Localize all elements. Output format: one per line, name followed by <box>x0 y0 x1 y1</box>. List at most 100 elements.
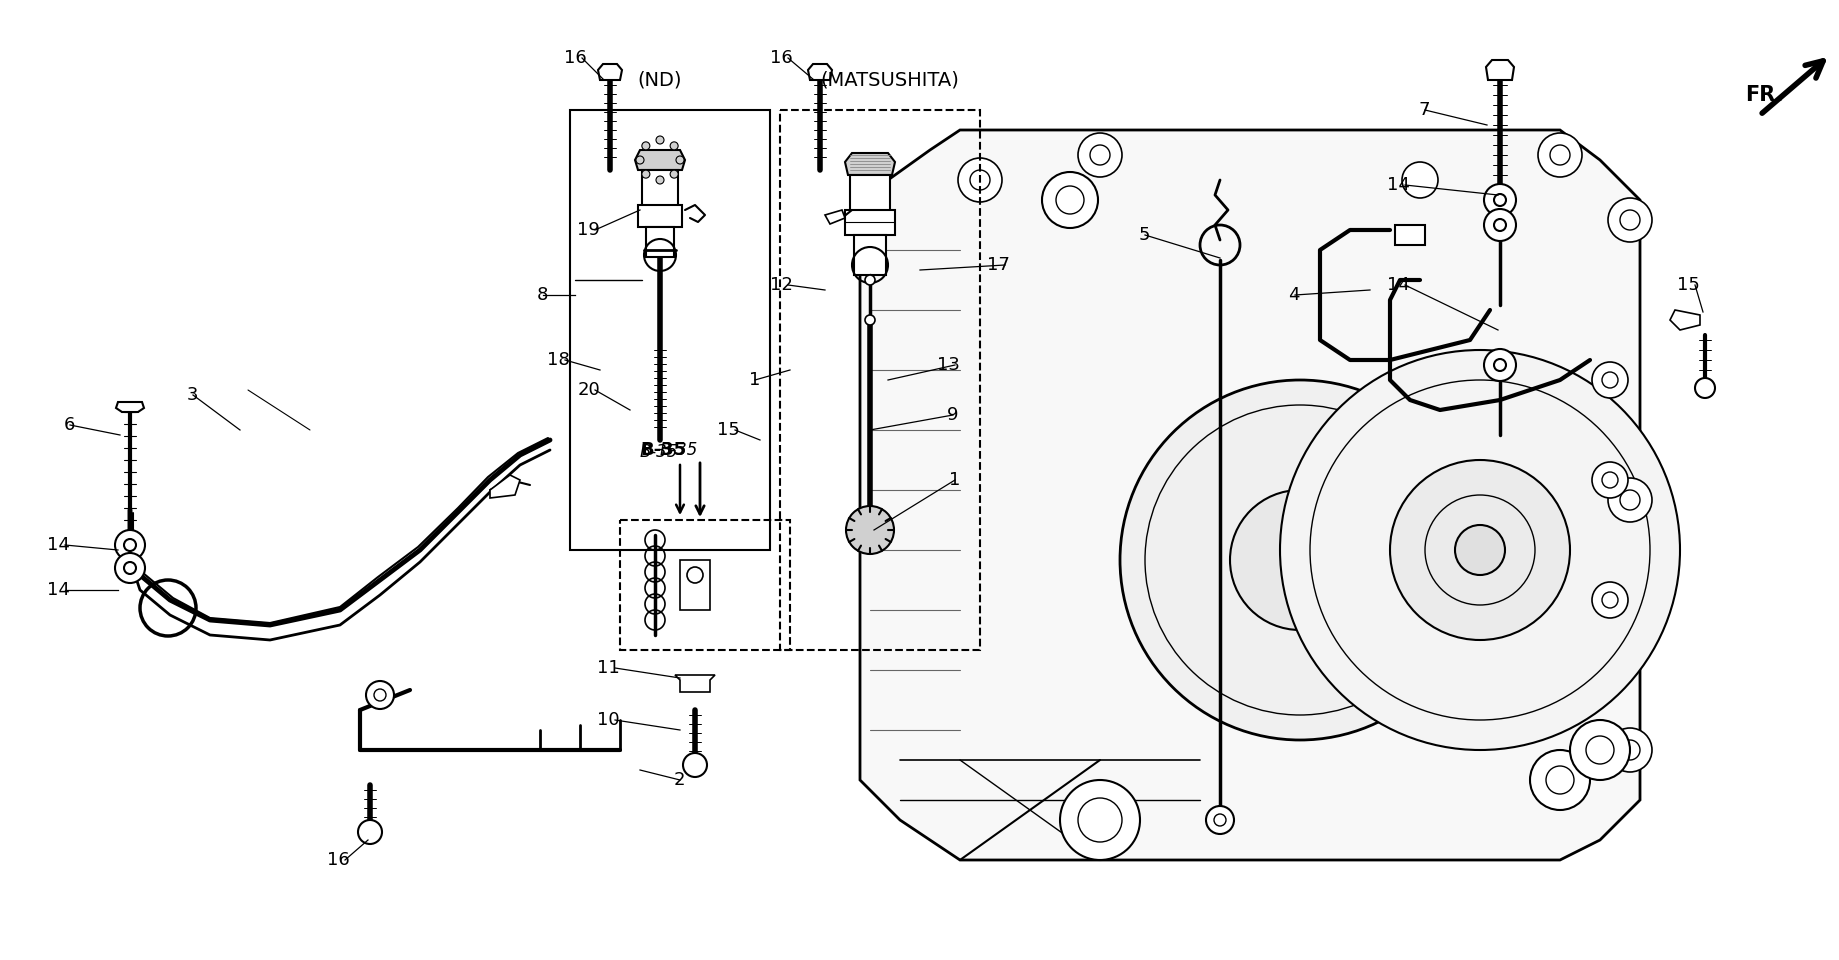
Circle shape <box>669 170 679 179</box>
Circle shape <box>1602 372 1616 388</box>
Text: 18: 18 <box>546 351 570 369</box>
Circle shape <box>1120 380 1479 740</box>
Polygon shape <box>824 210 844 224</box>
Circle shape <box>1548 145 1569 165</box>
Polygon shape <box>859 130 1639 860</box>
Bar <box>645 227 673 257</box>
Circle shape <box>1602 592 1616 608</box>
Circle shape <box>1388 460 1569 640</box>
Bar <box>620 520 789 650</box>
Circle shape <box>1607 198 1651 242</box>
Circle shape <box>123 562 136 574</box>
Text: 10: 10 <box>598 711 620 729</box>
Circle shape <box>1607 478 1651 522</box>
Text: 4: 4 <box>1287 286 1300 304</box>
Polygon shape <box>1486 60 1513 80</box>
Circle shape <box>636 156 644 164</box>
Circle shape <box>1089 145 1109 165</box>
Text: 12: 12 <box>771 276 793 294</box>
Circle shape <box>1484 209 1515 241</box>
Polygon shape <box>844 153 894 175</box>
Bar <box>780 110 980 650</box>
Circle shape <box>864 275 875 285</box>
Circle shape <box>1455 525 1504 575</box>
Text: 15: 15 <box>1675 276 1699 294</box>
Circle shape <box>1618 490 1639 510</box>
Circle shape <box>1056 186 1083 214</box>
Circle shape <box>1585 736 1613 764</box>
Text: 5: 5 <box>1138 226 1149 244</box>
Text: 16: 16 <box>327 851 349 869</box>
Text: 1: 1 <box>949 471 960 489</box>
Circle shape <box>958 158 1002 202</box>
Circle shape <box>1618 210 1639 230</box>
Text: 9: 9 <box>945 406 958 424</box>
Text: 20: 20 <box>577 381 600 399</box>
Polygon shape <box>598 64 622 80</box>
Circle shape <box>1537 133 1582 177</box>
Text: 14: 14 <box>1387 276 1409 294</box>
Circle shape <box>1059 780 1140 860</box>
Circle shape <box>1694 378 1714 398</box>
Text: FR.: FR. <box>1743 85 1782 105</box>
Circle shape <box>1493 194 1504 206</box>
Text: 2: 2 <box>673 771 684 789</box>
Text: 19: 19 <box>577 221 600 239</box>
Circle shape <box>114 530 145 560</box>
Circle shape <box>1591 362 1628 398</box>
Circle shape <box>1280 350 1679 750</box>
Circle shape <box>1078 798 1122 842</box>
Text: B-35: B-35 <box>640 441 686 459</box>
Bar <box>853 235 886 275</box>
Circle shape <box>1214 814 1225 826</box>
Circle shape <box>359 820 383 844</box>
Circle shape <box>1591 582 1628 618</box>
Circle shape <box>675 156 684 164</box>
Circle shape <box>366 681 394 709</box>
Text: 16: 16 <box>771 49 793 67</box>
Circle shape <box>864 315 875 325</box>
Polygon shape <box>634 150 684 170</box>
Circle shape <box>114 553 145 583</box>
Text: 14: 14 <box>1387 176 1409 194</box>
Circle shape <box>1228 490 1370 630</box>
Polygon shape <box>489 475 520 498</box>
Text: (ND): (ND) <box>638 70 682 89</box>
Circle shape <box>846 506 894 554</box>
Circle shape <box>1545 766 1572 794</box>
Circle shape <box>1401 162 1438 198</box>
Circle shape <box>1618 740 1639 760</box>
Circle shape <box>682 753 706 777</box>
Circle shape <box>686 567 702 583</box>
Text: 17: 17 <box>986 256 1010 274</box>
Bar <box>844 210 894 235</box>
Polygon shape <box>1670 310 1699 330</box>
Polygon shape <box>807 64 831 80</box>
Text: 3: 3 <box>186 386 199 404</box>
Text: 14: 14 <box>48 536 70 554</box>
Text: B-35: B-35 <box>640 443 679 461</box>
Bar <box>850 175 890 230</box>
Circle shape <box>1484 184 1515 216</box>
Text: 13: 13 <box>936 356 960 374</box>
Text: 16: 16 <box>565 49 587 67</box>
Text: 15: 15 <box>717 421 739 439</box>
Circle shape <box>1607 728 1651 772</box>
Circle shape <box>1530 750 1589 810</box>
Circle shape <box>1484 349 1515 381</box>
Polygon shape <box>116 402 143 412</box>
Circle shape <box>373 689 386 701</box>
Polygon shape <box>675 675 715 692</box>
Circle shape <box>1602 472 1616 488</box>
Text: 14: 14 <box>48 581 70 599</box>
Circle shape <box>969 170 989 190</box>
Circle shape <box>657 176 664 184</box>
Circle shape <box>1591 462 1628 498</box>
Text: 1: 1 <box>748 371 760 389</box>
Bar <box>680 560 710 610</box>
Text: 6: 6 <box>64 416 75 434</box>
Circle shape <box>1205 806 1234 834</box>
Circle shape <box>123 539 136 551</box>
Circle shape <box>1078 133 1122 177</box>
Circle shape <box>642 142 649 150</box>
